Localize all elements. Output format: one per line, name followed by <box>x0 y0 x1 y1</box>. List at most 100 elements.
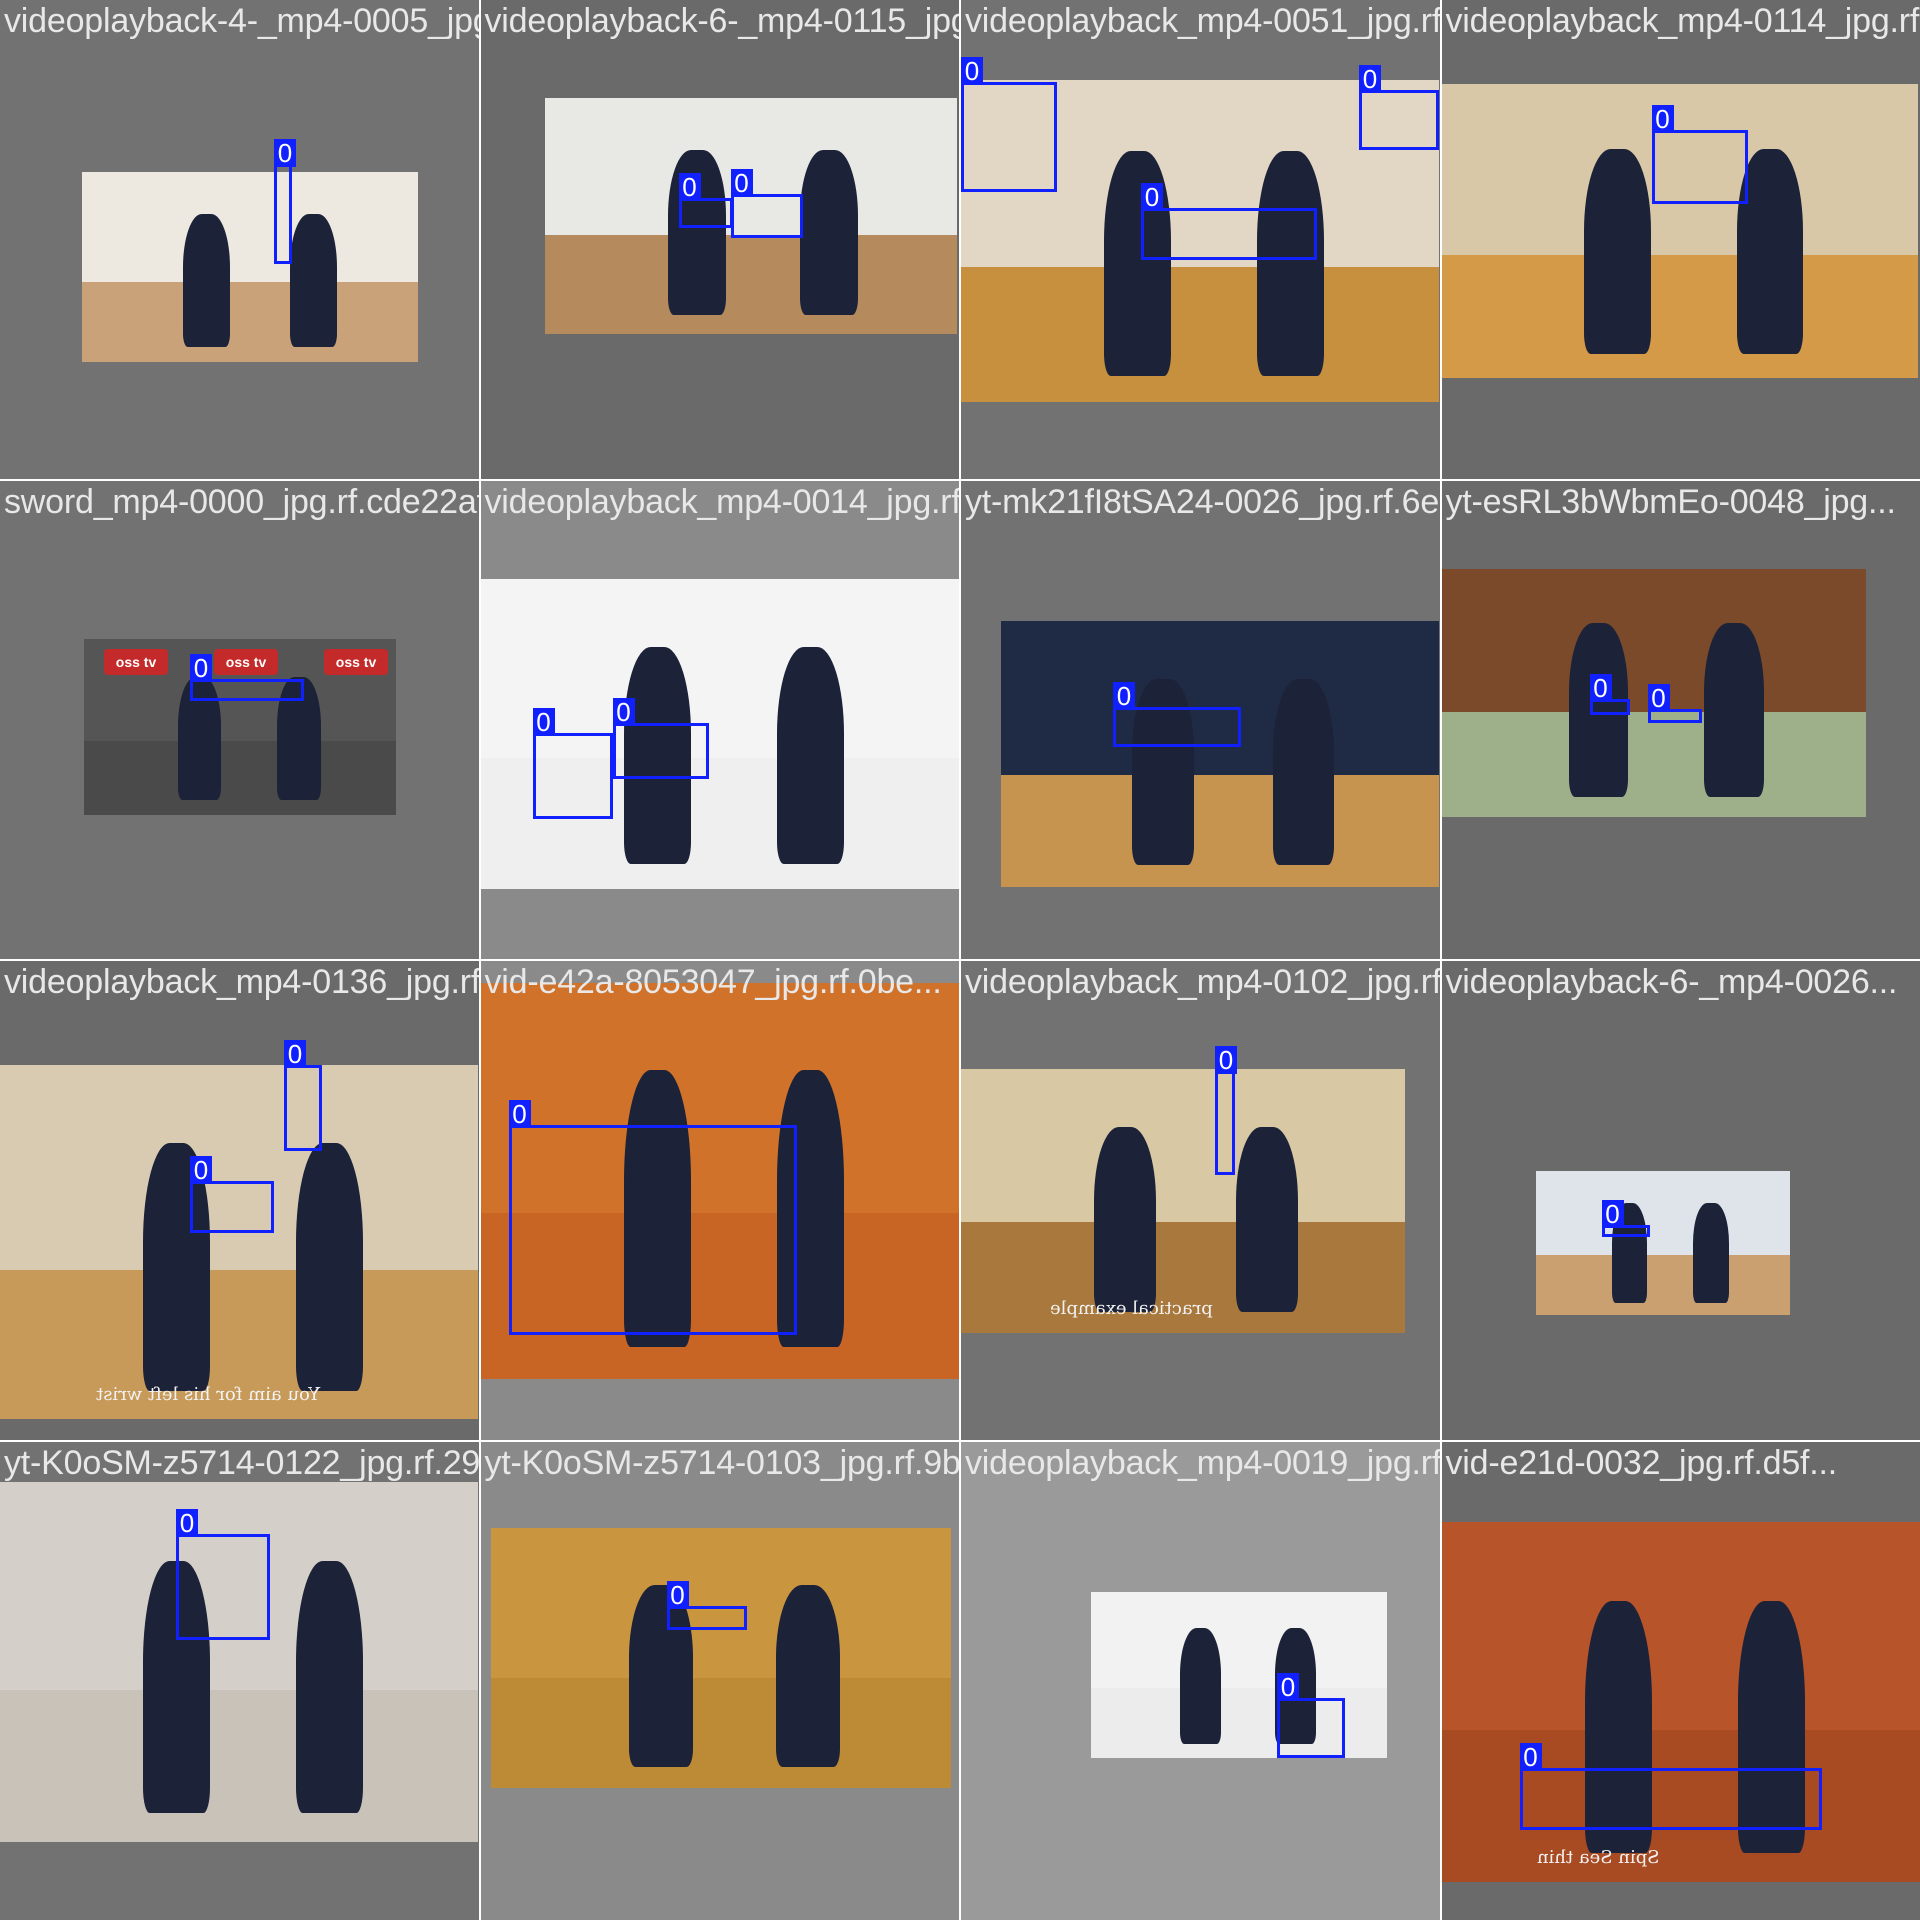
image-caption: videoplayback-6-_mp4-0026... <box>1445 963 1898 1001</box>
floor-area <box>1441 712 1866 817</box>
floor-area <box>480 1212 959 1379</box>
detection-box: 0 <box>190 653 304 701</box>
detection-box: 0 <box>284 1040 322 1151</box>
detection-box: 0 <box>1359 65 1439 150</box>
grid-cell: 0 videoplayback_mp4-0114_jpg.rf.d0... <box>1441 0 1920 479</box>
class-label: 0 <box>1647 683 1670 712</box>
frame-image <box>82 172 418 362</box>
class-label: 0 <box>612 697 635 726</box>
grid-cell: 0 yt-mk21fI8tSA24-0026_jpg.rf.6e5a23b4d..… <box>961 480 1440 959</box>
image-caption: videoplayback-4-_mp4-0005_jpg.rf.4ffb20.… <box>4 2 479 40</box>
video-subtitle: You aim for his left wrist <box>95 1384 320 1405</box>
detection-box: 0 <box>176 1508 270 1640</box>
channel-logo: oss tv <box>214 648 278 675</box>
image-caption: yt-mk21fI8tSA24-0026_jpg.rf.6e5a23b4d... <box>965 482 1440 521</box>
class-label: 0 <box>1651 105 1674 133</box>
frame-image <box>0 1481 478 1842</box>
frame-image <box>490 1527 951 1788</box>
floor-area <box>0 1690 478 1842</box>
grid-cell: 0 vid-e42a-8053047_jpg.rf.0be... <box>480 961 959 1440</box>
detection-box: 0 <box>666 1580 747 1630</box>
class-label: 0 <box>508 1100 531 1128</box>
person-figure <box>776 1070 844 1348</box>
grid-cell: Spin Sea thin 0 vid-e21d-0032_jpg.rf.d5f..… <box>1441 1441 1920 1920</box>
class-label: 0 <box>1359 65 1381 93</box>
floor-area <box>82 282 418 362</box>
image-caption: videoplayback-6-_mp4-0115_jpg.rf.4d3ac1.… <box>484 2 960 40</box>
grid-cell: 0 0 videoplayback_mp4-0014_jpg.rf.8e... <box>480 480 960 959</box>
class-label: 0 <box>1519 1742 1542 1771</box>
grid-cell: 0 yt-K0oSM-z5714-0103_jpg.rf.9bdef75ba8..… <box>480 1441 959 1920</box>
video-subtitle: practical example <box>1049 1298 1213 1319</box>
detection-box: 0 <box>678 173 733 228</box>
detection-box: 0 <box>1647 683 1702 723</box>
class-label: 0 <box>1113 681 1135 710</box>
person-figure <box>776 646 844 864</box>
detection-box: 0 <box>730 169 803 238</box>
person-figure <box>1568 623 1629 797</box>
floor-area <box>961 1222 1405 1333</box>
person-figure <box>1692 1202 1729 1304</box>
image-caption: sword_mp4-0000_jpg.rf.cde22af89dd1f2... <box>4 482 479 521</box>
image-caption: videoplayback_mp4-0014_jpg.rf.8e... <box>484 482 960 521</box>
grid-cell: 0 0 0 videoplayback_mp4-0051_jpg.rf.15173..… <box>961 0 1440 479</box>
detection-box: 0 <box>1113 681 1241 747</box>
person-figure <box>1094 1127 1157 1312</box>
floor-area <box>544 234 957 334</box>
detection-box: 0 <box>1601 1200 1650 1237</box>
class-label: 0 <box>532 707 555 736</box>
person-figure <box>1179 1628 1222 1745</box>
floor-area <box>1001 774 1439 887</box>
class-label: 0 <box>1277 1672 1299 1701</box>
detection-box: 0 <box>274 139 296 264</box>
frame-image <box>1001 620 1439 887</box>
person-figure <box>1704 623 1764 797</box>
frame-image <box>961 80 1439 402</box>
class-label: 0 <box>274 139 296 167</box>
floor-area <box>1535 1254 1790 1315</box>
detection-box: 0 <box>532 707 613 819</box>
detection-box: 0 <box>961 57 1057 192</box>
frame-image: practical example <box>961 1069 1405 1333</box>
class-label: 0 <box>678 173 701 201</box>
detection-box: 0 <box>190 1156 274 1233</box>
detection-box: 0 <box>1277 1672 1345 1758</box>
floor-area <box>84 740 396 815</box>
detection-box: 0 <box>1651 105 1748 204</box>
video-subtitle: Spin Sea thin <box>1537 1846 1660 1868</box>
person-figure <box>1272 679 1334 866</box>
image-caption: videoplayback_mp4-0019_jpg.rf.ed21d2... <box>965 1443 1440 1482</box>
class-label: 0 <box>730 169 753 197</box>
person-figure <box>623 646 691 864</box>
channel-logo: oss tv <box>104 648 168 675</box>
person-figure <box>1257 150 1325 377</box>
person-figure <box>1236 1127 1299 1312</box>
grid-cell: 0 videoplayback_mp4-0019_jpg.rf.ed21d2... <box>961 1441 1440 1920</box>
image-caption: videoplayback_mp4-0051_jpg.rf.15173... <box>965 2 1440 40</box>
class-label: 0 <box>666 1580 689 1609</box>
grid-cell: practical example 0 videoplayback_mp4-0102… <box>961 961 1440 1440</box>
grid-cell: oss tv oss tv oss tv 0 sword_mp4-0000_jpg.rf… <box>0 480 479 959</box>
class-label: 0 <box>1215 1046 1237 1074</box>
person-figure <box>1736 148 1804 355</box>
person-figure <box>143 1142 211 1391</box>
person-figure <box>628 1584 693 1767</box>
image-caption: videoplayback_mp4-0114_jpg.rf.d0... <box>1445 2 1920 40</box>
person-figure <box>1132 679 1194 866</box>
detection-box: 0 <box>1589 673 1630 715</box>
class-label: 0 <box>1601 1200 1624 1228</box>
detection-box: 0 <box>1215 1046 1237 1175</box>
person-figure <box>182 213 230 347</box>
grid-cell: 0 videoplayback-4-_mp4-0005_jpg.rf.4ffb20… <box>0 0 479 479</box>
class-label: 0 <box>176 1508 198 1537</box>
person-figure <box>775 1584 841 1767</box>
channel-logo: oss tv <box>324 648 388 675</box>
image-caption: videoplayback_mp4-0136_jpg.rf.62a... <box>4 963 479 1001</box>
grid-cell: You aim for his left wrist 0 0 videoplaybac… <box>0 961 479 1440</box>
person-figure <box>1584 1600 1652 1853</box>
class-label: 0 <box>190 653 212 682</box>
frame-image <box>1535 1171 1790 1315</box>
grid-cell: 0 0 videoplayback-6-_mp4-0115_jpg.rf.4d3ac… <box>480 0 960 479</box>
floor-area <box>490 1678 951 1788</box>
